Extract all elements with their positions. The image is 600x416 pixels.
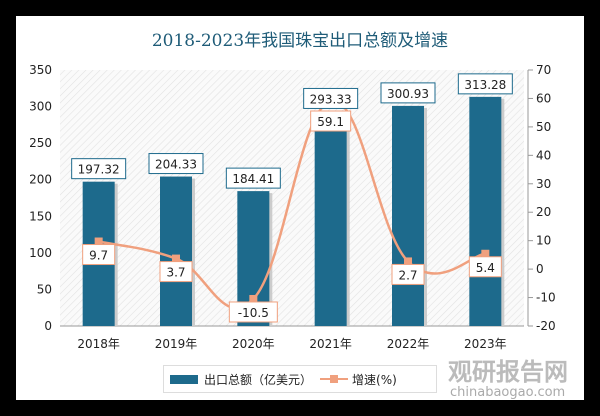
bar-label-box <box>148 153 204 175</box>
watermark-cn: 观研报告网 <box>448 358 568 386</box>
x-tick: 2020年 <box>232 337 275 351</box>
y-left-tick: 100 <box>29 246 52 260</box>
y-left-tick: 350 <box>29 63 52 77</box>
y-right-tick: 60 <box>536 91 551 105</box>
growth-point <box>481 249 490 258</box>
y-left-tick: 150 <box>29 209 52 223</box>
y-right-tick: 50 <box>536 120 551 134</box>
legend-line-label: 增速(%) <box>352 372 397 387</box>
growth-point <box>172 254 180 263</box>
y-right-tick: 20 <box>536 205 551 219</box>
legend-bar-label: 出口总额（亿美元） <box>204 372 313 387</box>
x-tick: 2023年 <box>464 337 507 351</box>
growth-label: -10.5 <box>238 306 269 320</box>
growth-label-box <box>82 244 116 266</box>
bar-label-box <box>457 73 513 95</box>
growth-label-box <box>159 261 193 283</box>
bar-label: 300.93 <box>387 87 429 101</box>
x-tick: 2019年 <box>155 337 198 351</box>
growth-label: 59.1 <box>317 115 344 129</box>
growth-label: 3.7 <box>166 266 185 280</box>
plot-area <box>60 70 524 326</box>
bar-label: 313.28 <box>464 78 506 92</box>
bar <box>314 111 347 326</box>
y-left-tick: 250 <box>29 136 52 150</box>
bar-label-box <box>303 87 359 109</box>
bar-label: 293.33 <box>310 92 352 106</box>
x-tick: 2021年 <box>309 337 352 351</box>
growth-label-box <box>391 263 425 285</box>
chart-title: 2018-2023年我国珠宝出口总额及增速 <box>151 31 449 51</box>
bar-label: 204.33 <box>155 158 197 172</box>
y-right-tick: -10 <box>536 291 556 305</box>
y-left-tick: 50 <box>37 282 52 296</box>
y-right-tick: 0 <box>536 262 544 276</box>
bar-label: 197.32 <box>78 163 120 177</box>
y-right-tick: -20 <box>536 319 556 333</box>
y-right-tick: 70 <box>536 63 551 77</box>
growth-label-box <box>310 110 352 132</box>
growth-point <box>404 257 412 266</box>
growth-point <box>249 294 258 303</box>
y-right-tick: 30 <box>536 177 551 191</box>
legend: 出口总额（亿美元） 增速(%) <box>163 365 437 393</box>
y-right-tick: 40 <box>536 148 551 162</box>
y-left-tick: 300 <box>29 100 52 114</box>
y-left-tick: 0 <box>44 319 52 333</box>
growth-point <box>94 237 103 246</box>
watermark-en: chinabaogao.com <box>450 385 566 400</box>
x-tick: 2022年 <box>387 337 430 351</box>
growth-label-box <box>468 256 502 278</box>
growth-label-box <box>228 301 278 323</box>
x-tick: 2018年 <box>77 337 120 351</box>
bar <box>160 176 192 326</box>
bar-label-box <box>225 167 281 189</box>
legend-line-swatch <box>320 375 349 383</box>
growth-label: 9.7 <box>89 249 108 263</box>
growth-label: 2.7 <box>398 268 417 282</box>
bar <box>392 105 424 326</box>
growth-label: 5.4 <box>476 261 495 275</box>
legend-bar-swatch <box>170 374 198 384</box>
y-right-tick: 10 <box>536 234 551 248</box>
y-left-tick: 200 <box>29 173 52 187</box>
bar-label-box <box>71 158 127 180</box>
bar-label-box <box>380 82 436 104</box>
bar-label: 184.41 <box>232 172 274 186</box>
bar <box>469 96 502 326</box>
